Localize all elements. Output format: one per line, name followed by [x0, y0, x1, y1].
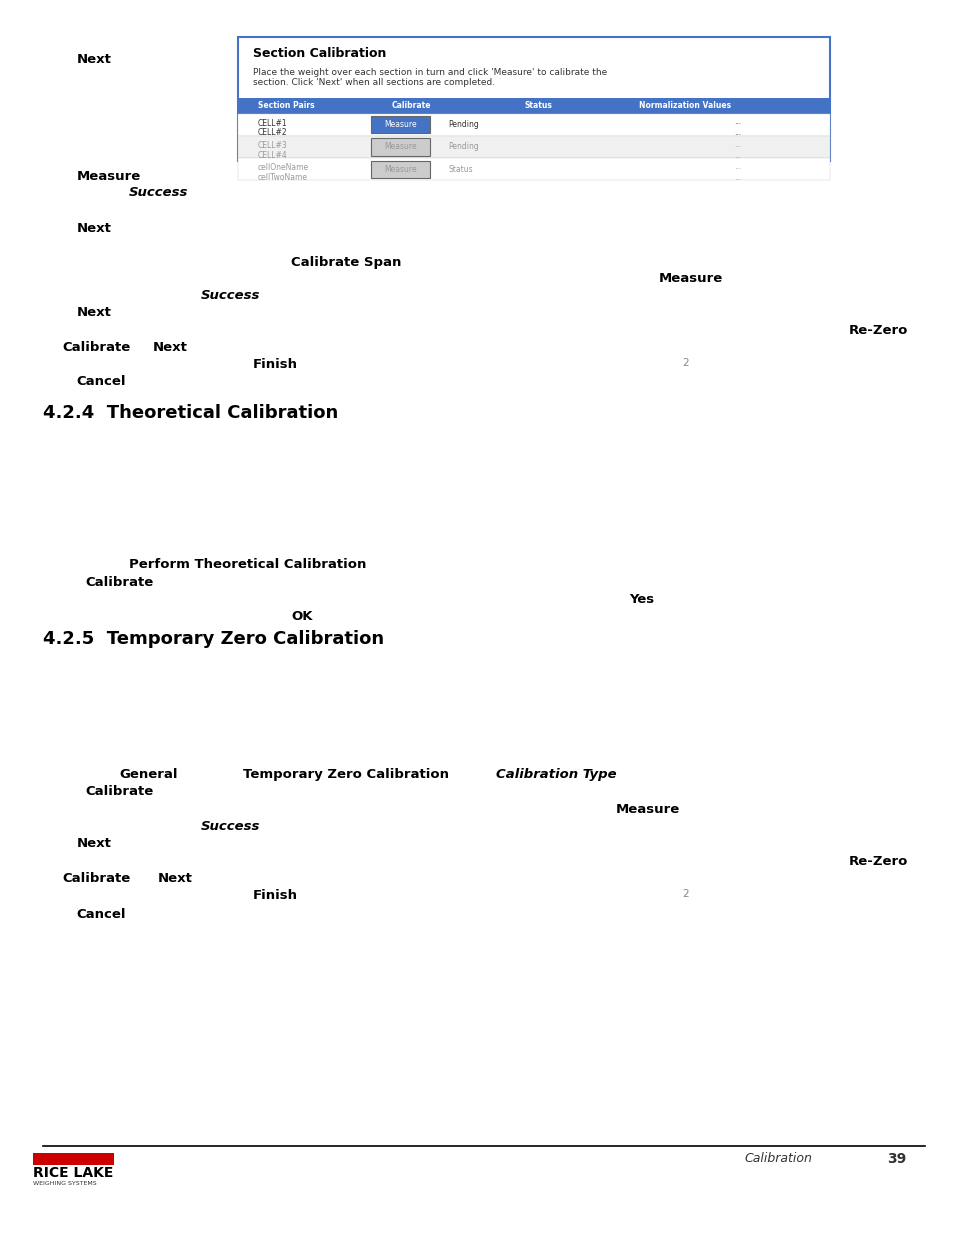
Text: Measure: Measure — [384, 164, 416, 174]
Text: Calibrate: Calibrate — [62, 872, 131, 885]
FancyBboxPatch shape — [371, 116, 430, 133]
Text: 2: 2 — [681, 358, 688, 368]
Text: Place the weight over each section in turn and click 'Measure' to calibrate the
: Place the weight over each section in tu… — [253, 68, 606, 88]
Text: Pending: Pending — [448, 120, 478, 130]
FancyBboxPatch shape — [371, 161, 430, 178]
FancyBboxPatch shape — [238, 37, 829, 161]
Text: Calibrate: Calibrate — [391, 101, 430, 110]
Text: Finish: Finish — [253, 358, 297, 372]
Text: Perform Theoretical Calibration: Perform Theoretical Calibration — [129, 558, 366, 572]
Text: OK: OK — [291, 610, 313, 624]
Text: 4.2.5  Temporary Zero Calibration: 4.2.5 Temporary Zero Calibration — [43, 630, 384, 648]
Text: ...: ... — [734, 162, 740, 170]
Text: ...: ... — [734, 117, 740, 126]
Text: Next: Next — [76, 222, 112, 236]
Text: Success: Success — [200, 289, 259, 303]
Text: ...: ... — [734, 173, 740, 182]
Text: 39: 39 — [886, 1152, 905, 1166]
Text: RICE LAKE: RICE LAKE — [33, 1166, 113, 1179]
Text: Re-Zero: Re-Zero — [848, 324, 907, 337]
Text: CELL#3: CELL#3 — [257, 141, 287, 149]
Text: Cancel: Cancel — [76, 908, 126, 921]
Text: CELL#1: CELL#1 — [257, 119, 287, 127]
Text: Re-Zero: Re-Zero — [848, 855, 907, 868]
Text: Pending: Pending — [448, 142, 478, 152]
FancyBboxPatch shape — [371, 138, 430, 156]
Text: Calibrate: Calibrate — [86, 785, 154, 799]
Bar — [238, 136, 829, 158]
Text: Status: Status — [524, 101, 552, 110]
Text: Status: Status — [448, 164, 473, 174]
Bar — [238, 98, 829, 114]
Text: Calibrate: Calibrate — [86, 576, 154, 589]
Text: CELL#2: CELL#2 — [257, 128, 287, 137]
Text: ...: ... — [734, 128, 740, 137]
Text: Measure: Measure — [384, 120, 416, 130]
Text: Calibrate Span: Calibrate Span — [291, 256, 401, 269]
Text: Next: Next — [76, 306, 112, 320]
Text: 2: 2 — [681, 889, 688, 899]
Text: Temporary Zero Calibration: Temporary Zero Calibration — [243, 768, 449, 782]
Bar — [238, 114, 829, 136]
Text: Cancel: Cancel — [76, 375, 126, 389]
Text: Measure: Measure — [658, 272, 721, 285]
Bar — [33, 1153, 114, 1165]
Text: Next: Next — [76, 53, 112, 67]
Text: CELL#4: CELL#4 — [257, 151, 287, 159]
Bar — [238, 158, 829, 180]
Text: ...: ... — [734, 151, 740, 159]
Text: Success: Success — [129, 186, 188, 200]
Text: Measure: Measure — [76, 170, 140, 184]
Text: Calibration Type: Calibration Type — [496, 768, 616, 782]
Text: Success: Success — [200, 820, 259, 834]
Text: WEIGHING SYSTEMS: WEIGHING SYSTEMS — [33, 1181, 97, 1186]
Text: Finish: Finish — [253, 889, 297, 903]
Text: Next: Next — [76, 837, 112, 851]
Text: ...: ... — [734, 140, 740, 148]
Text: Measure: Measure — [615, 803, 679, 816]
Text: Calibration: Calibration — [743, 1152, 811, 1166]
Text: Measure: Measure — [384, 142, 416, 152]
Text: Section Pairs: Section Pairs — [257, 101, 314, 110]
Text: Next: Next — [157, 872, 193, 885]
Text: General: General — [119, 768, 177, 782]
Text: Yes: Yes — [629, 593, 654, 606]
Text: 4.2.4  Theoretical Calibration: 4.2.4 Theoretical Calibration — [43, 404, 337, 422]
Text: Normalization Values: Normalization Values — [639, 101, 731, 110]
Text: Calibrate: Calibrate — [62, 341, 131, 354]
Text: Section Calibration: Section Calibration — [253, 47, 386, 61]
Text: Next: Next — [152, 341, 188, 354]
Text: cellOneName: cellOneName — [257, 163, 309, 172]
Text: cellTwoName: cellTwoName — [257, 173, 307, 182]
